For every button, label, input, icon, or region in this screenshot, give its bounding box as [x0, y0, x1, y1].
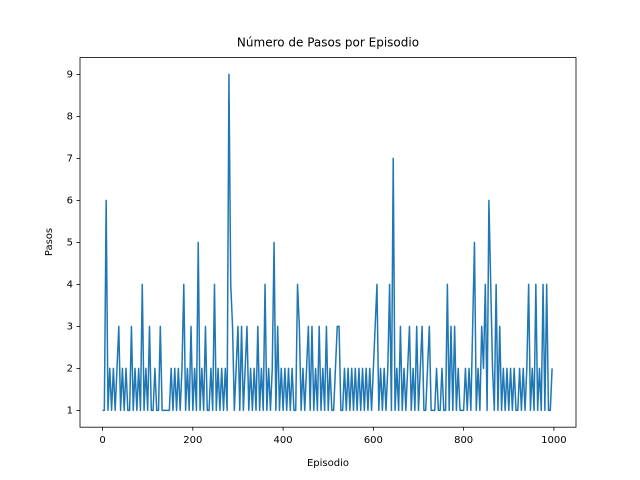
axes-frame	[79, 57, 577, 428]
y-axis-label: Pasos	[44, 228, 55, 256]
x-axis-label: Episodio	[307, 458, 349, 469]
x-tick-label: 1000	[541, 435, 566, 446]
y-tick-label: 8	[67, 111, 73, 122]
y-tick-label: 6	[67, 195, 73, 206]
x-tick-label: 400	[274, 435, 293, 446]
x-tick-label: 600	[364, 435, 383, 446]
y-tick-label: 1	[67, 405, 73, 416]
x-tick-label: 0	[99, 435, 105, 446]
x-tick-label: 200	[183, 435, 202, 446]
y-tick-label: 9	[67, 69, 73, 80]
y-tick-label: 5	[67, 237, 73, 248]
y-tick-label: 7	[67, 153, 73, 164]
y-tick-label: 4	[67, 279, 73, 290]
chart-title: Número de Pasos por Episodio	[237, 36, 419, 50]
x-tick-label: 800	[454, 435, 473, 446]
y-tick-label: 2	[67, 363, 73, 374]
data-line	[102, 73, 553, 412]
y-tick-label: 3	[67, 321, 73, 332]
